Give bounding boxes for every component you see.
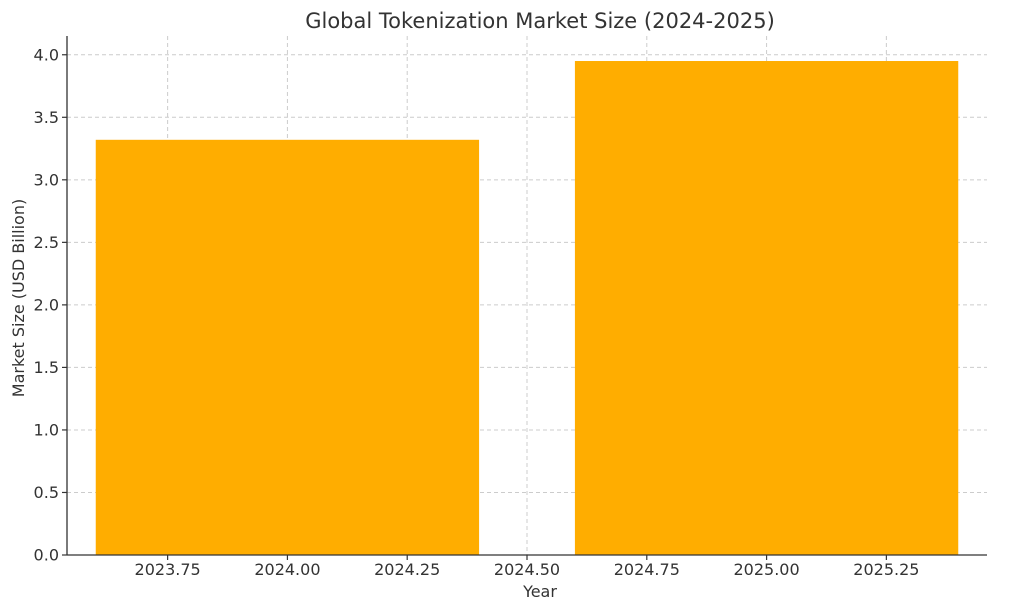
x-tick-label: 2024.75 [614, 560, 680, 579]
x-tick-label: 2023.75 [135, 560, 201, 579]
bar-2024 [95, 139, 480, 556]
axis-layer: 2023.75 2024.00 2024.25 2024.50 2024.75 2025.… [34, 36, 987, 579]
x-tick-label: 2025.25 [853, 560, 919, 579]
y-tick-label: 2.0 [34, 295, 59, 314]
y-tick-label: 1.5 [34, 358, 59, 377]
x-tick-label: 2024.25 [374, 560, 440, 579]
y-tick-label: 1.0 [34, 420, 59, 439]
y-tick-label: 3.5 [34, 108, 59, 127]
y-tick-label: 3.0 [34, 170, 59, 189]
bar-2025 [574, 61, 959, 555]
y-tick-label: 0.5 [34, 483, 59, 502]
bar-layer [95, 61, 959, 556]
y-axis-label: Market Size (USD Billion) [9, 199, 28, 397]
y-tick-label: 0.0 [34, 546, 59, 565]
y-tick-label: 2.5 [34, 233, 59, 252]
x-tick-label: 2024.50 [494, 560, 560, 579]
x-tick-label: 2025.00 [733, 560, 799, 579]
chart-title: Global Tokenization Market Size (2024-20… [305, 9, 775, 33]
x-tick-label: 2024.00 [254, 560, 320, 579]
x-axis-label: Year [522, 582, 557, 601]
y-tick-label: 4.0 [34, 45, 59, 64]
